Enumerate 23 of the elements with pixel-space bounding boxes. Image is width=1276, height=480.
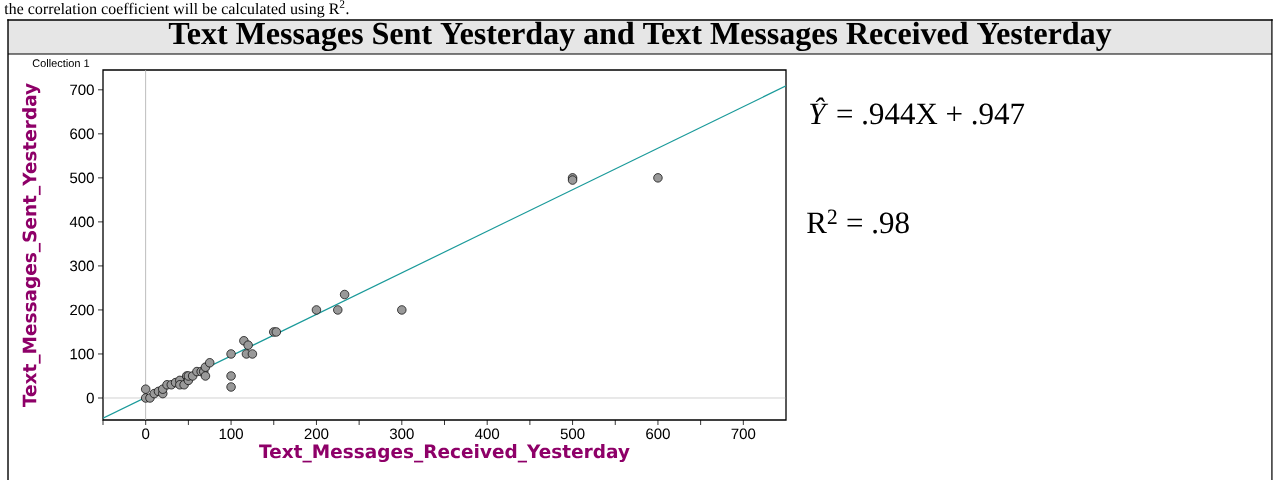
y-tick-label: 200 xyxy=(70,304,94,316)
text: R$^{2}$ = .98 xyxy=(807,209,909,234)
y-tick-label: 600 xyxy=(70,128,94,140)
x-tick-label: 500 xyxy=(560,428,585,440)
x-tick-label: 600 xyxy=(646,428,670,440)
text: the correlation coefficient will be calculated using R$^{2}$. xyxy=(4,0,349,18)
y-tick-label: 300 xyxy=(70,260,94,272)
text: Collection 1 xyxy=(32,59,90,68)
x-tick-label: 300 xyxy=(389,428,414,440)
chart-title: Text Messages Sent Yesterday and Text Messages Received Yesterday xyxy=(168,21,1112,52)
y-tick-label: 500 xyxy=(70,172,94,184)
y-tick-label: 100 xyxy=(70,348,94,360)
x-axis-title: Text_Messages_Received_Yesterday xyxy=(259,444,630,463)
x-tick-label: 100 xyxy=(219,428,243,440)
x-tick-label: 400 xyxy=(475,428,500,440)
y-tick-label: 400 xyxy=(69,216,94,228)
y-axis-title: Text_Messages_Sent_Yesterday xyxy=(22,83,41,408)
y-tick-label: 0 xyxy=(86,392,94,404)
text: Ŷ = .944X + .947 xyxy=(809,97,1025,125)
x-tick-label: 700 xyxy=(731,428,756,440)
x-tick-label: 0 xyxy=(142,428,150,440)
y-tick-label: 700 xyxy=(70,84,94,96)
x-tick-label: 200 xyxy=(304,428,329,440)
